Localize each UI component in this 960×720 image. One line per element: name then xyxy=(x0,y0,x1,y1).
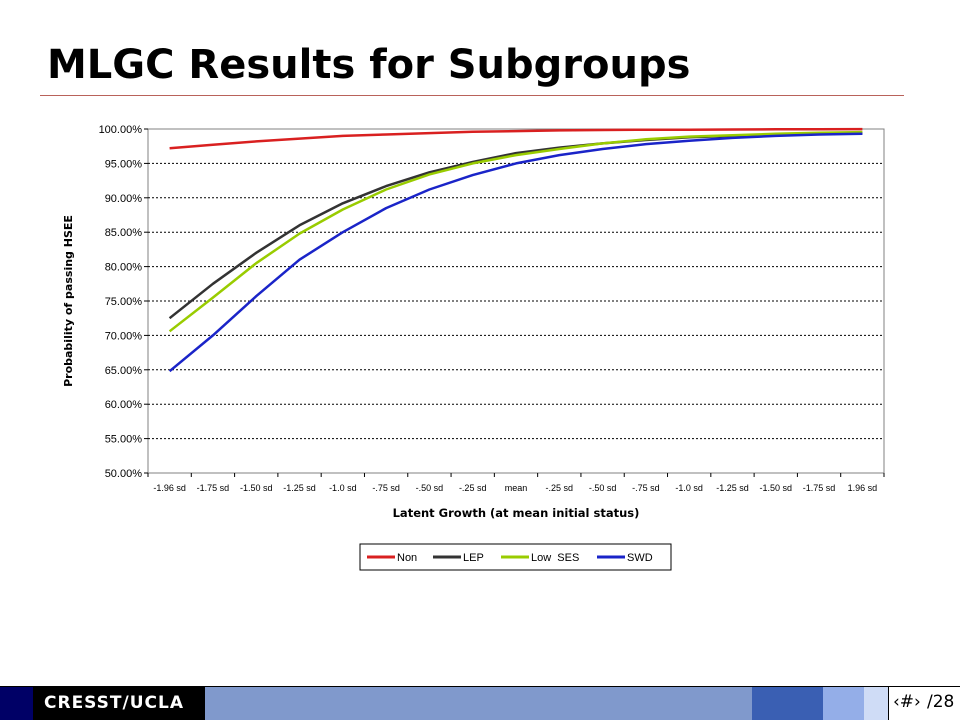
series-line-non xyxy=(169,127,863,150)
slide-title: MLGC Results for Subgroups xyxy=(47,42,691,88)
x-tick-label: -1.50 sd xyxy=(240,483,273,493)
y-axis-label: Probability of passing HSEE xyxy=(62,215,75,387)
series-line-swd xyxy=(168,132,863,373)
x-tick-label: -1.75 sd xyxy=(803,483,836,493)
page-total: /28 xyxy=(927,692,955,712)
y-tick-label: 100.00% xyxy=(99,124,143,136)
y-tick-label: 95.00% xyxy=(105,158,143,170)
x-tick-label: -1.50 sd xyxy=(759,483,792,493)
y-tick-label: 60.00% xyxy=(105,399,143,411)
footer-bar: CRESST/UCLA ‹#› /28 xyxy=(0,686,960,720)
legend-label: SWD xyxy=(627,552,653,564)
x-tick-label: mean xyxy=(505,483,528,493)
legend-label: Low SES xyxy=(531,552,579,564)
x-tick-label: -.75 sd xyxy=(372,483,400,493)
footer-band-dark xyxy=(752,687,823,720)
y-tick-label: 85.00% xyxy=(105,227,143,239)
x-tick-label: -1.25 sd xyxy=(283,483,316,493)
x-tick-label: -1.75 sd xyxy=(197,483,230,493)
footer-brand-block: CRESST/UCLA xyxy=(0,687,205,720)
x-tick-label: -.75 sd xyxy=(632,483,660,493)
x-tick-label: -1.25 sd xyxy=(716,483,749,493)
x-axis-label: Latent Growth (at mean initial status) xyxy=(393,506,640,520)
y-tick-label: 65.00% xyxy=(105,365,143,377)
x-tick-label: 1.96 sd xyxy=(848,483,878,493)
footer-accent-block xyxy=(0,687,33,720)
y-tick-label: 55.00% xyxy=(105,434,143,446)
line-chart: 100.00% 95.00% 90.00% 85.00% 80.00% 75.00% 70.… xyxy=(62,124,885,571)
x-tick-label: -1.0 sd xyxy=(675,483,703,493)
series-line-low-ses xyxy=(168,130,863,333)
y-tick-label: 50.00% xyxy=(105,468,143,480)
y-tick-label: 80.00% xyxy=(105,262,143,274)
page-number-box: ‹#› /28 xyxy=(888,687,960,720)
legend-label: Non xyxy=(397,552,417,564)
page-number: ‹#› xyxy=(893,692,921,712)
x-tick-label: -.25 sd xyxy=(459,483,487,493)
x-tick-label: -.25 sd xyxy=(546,483,574,493)
y-tick-label: 70.00% xyxy=(105,330,143,342)
title-rule xyxy=(40,95,904,96)
x-tick-label: -1.96 sd xyxy=(153,483,186,493)
footer-band-pale xyxy=(864,687,888,720)
x-tick-label: -1.0 sd xyxy=(329,483,357,493)
footer-divider xyxy=(0,686,960,687)
y-tick-label: 75.00% xyxy=(105,296,143,308)
legend-label: LEP xyxy=(463,552,484,564)
footer-brand: CRESST/UCLA xyxy=(44,693,184,713)
footer-band-light xyxy=(823,687,864,720)
x-tick-label: -.50 sd xyxy=(589,483,617,493)
y-tick-label: 90.00% xyxy=(105,193,143,205)
x-tick-label: -.50 sd xyxy=(416,483,444,493)
footer-band xyxy=(205,687,752,720)
